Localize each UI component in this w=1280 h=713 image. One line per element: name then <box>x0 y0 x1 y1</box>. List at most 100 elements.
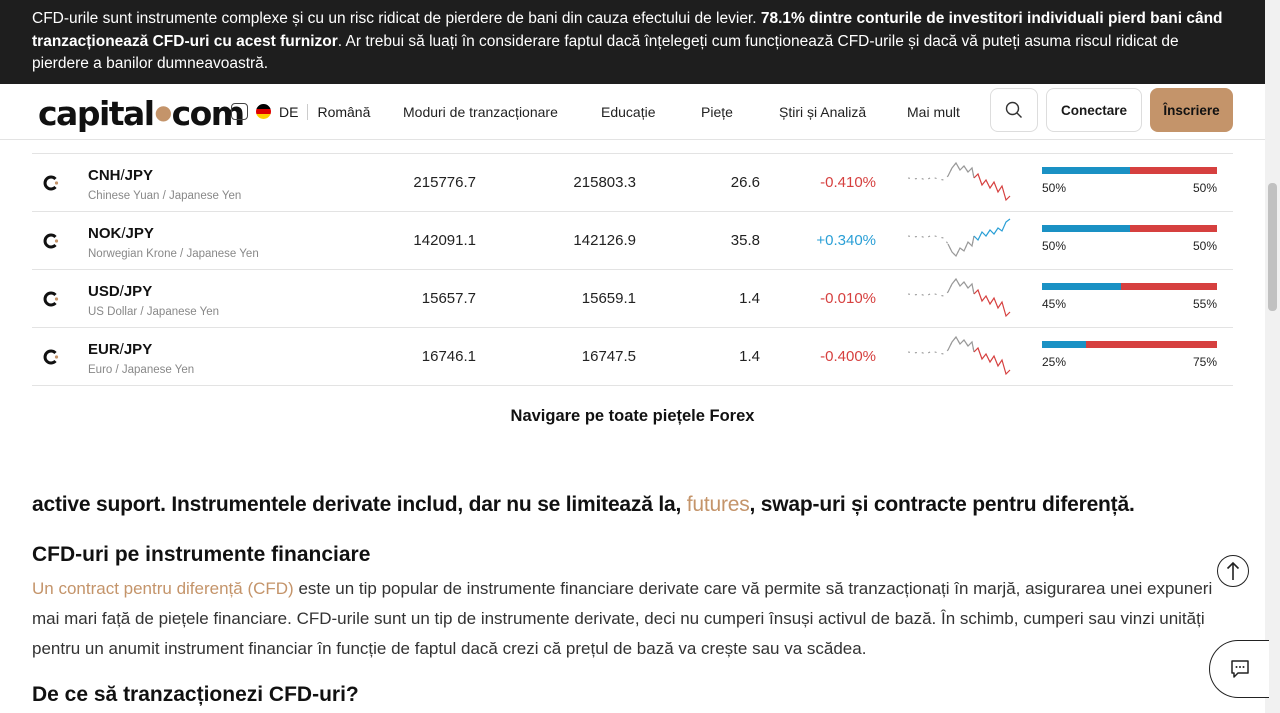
buy-price: 16747.5 <box>581 348 636 365</box>
search-button[interactable] <box>990 88 1038 132</box>
germany-flag-icon <box>256 104 271 119</box>
logo-part-right: com <box>171 94 246 133</box>
sellers-bar <box>1129 167 1217 174</box>
instrument-symbol[interactable]: USD/JPY <box>88 283 152 300</box>
buyers-bar <box>1042 341 1086 348</box>
quote-currency[interactable]: JPY <box>124 167 154 184</box>
cfd-link[interactable]: Un contract pentru diferență (CFD) <box>32 579 294 598</box>
intro-text-before: active suport. Instrumentele derivate in… <box>32 493 687 516</box>
sell-price: 215776.7 <box>413 174 476 191</box>
heading-why-cfd: De ce să tranzacționezi CFD-uri? <box>32 683 359 706</box>
logo-dot: ● <box>154 100 172 124</box>
intro-text-after: , swap-uri și contracte pentru diferență… <box>749 493 1135 516</box>
cfd-paragraph: Un contract pentru diferență (CFD) este … <box>32 574 1232 664</box>
capital-logo-icon <box>43 349 59 365</box>
country-code[interactable]: DE <box>279 103 299 120</box>
nav-trading-modes[interactable]: Moduri de tranzacționare <box>403 104 558 120</box>
instrument-name: US Dollar / Japanese Yen <box>88 306 220 318</box>
arrow-up-icon <box>1226 561 1240 580</box>
cfd-paragraph-text: este un tip popular de instrumente finan… <box>32 579 1213 658</box>
buyers-percent: 25% <box>1042 355 1067 369</box>
base-currency[interactable]: USD <box>88 283 120 300</box>
futures-link[interactable]: futures <box>686 493 750 516</box>
change-percent: -0.400% <box>820 348 876 365</box>
instrument-name: Norwegian Krone / Japanese Yen <box>88 248 259 260</box>
sparkline-chart <box>908 161 1011 202</box>
sell-price: 142091.1 <box>413 232 476 249</box>
language-label[interactable]: Română <box>317 103 371 120</box>
sentiment-bar <box>1042 167 1217 174</box>
table-row[interactable]: USD/JPY US Dollar / Japanese Yen 15657.7… <box>32 270 1233 328</box>
instrument-symbol[interactable]: CNH/JPY <box>88 167 153 184</box>
symbol-separator: / <box>119 283 124 300</box>
sentiment-bar <box>1042 283 1217 290</box>
sellers-percent: 50% <box>1192 239 1217 253</box>
buy-price: 15659.1 <box>581 290 636 307</box>
capital-com-logo[interactable]: capital●com <box>38 94 246 133</box>
spread-value: 35.8 <box>730 232 760 249</box>
buyers-percent: 50% <box>1042 181 1067 195</box>
buy-price: 142126.9 <box>573 232 636 249</box>
sparkline-chart <box>908 335 1011 376</box>
heading-cfd-financial: CFD-uri pe instrumente financiare <box>32 543 371 566</box>
instrument-symbol[interactable]: NOK/JPY <box>88 225 154 242</box>
sellers-percent: 55% <box>1192 297 1217 311</box>
symbol-separator: / <box>120 167 125 184</box>
sparkline-chart <box>908 277 1011 318</box>
sellers-bar <box>1129 225 1217 232</box>
sentiment-bar <box>1042 225 1217 232</box>
chat-button[interactable] <box>1209 640 1269 698</box>
table-row[interactable]: EUR/JPY Euro / Japanese Yen 16746.1 1674… <box>32 328 1233 386</box>
buy-price: 215803.3 <box>573 174 636 191</box>
base-currency[interactable]: CNH <box>88 167 121 184</box>
chevron-down-icon[interactable]: ⌄ <box>231 103 248 120</box>
table-divider <box>32 153 1233 154</box>
sentiment-bar <box>1042 341 1217 348</box>
risk-text-bold: 78.1% dintre conturile de investitori in… <box>32 10 1223 50</box>
sparkline-chart <box>908 218 1011 258</box>
scrollbar[interactable] <box>1265 0 1280 713</box>
site-header: capital●com ⌄ DE Română Moduri de tranza… <box>0 84 1265 140</box>
spread-value: 1.4 <box>739 290 760 307</box>
quote-currency[interactable]: JPY <box>123 283 153 300</box>
scrollbar-thumb[interactable] <box>1268 183 1277 311</box>
sell-price: 16746.1 <box>421 348 476 365</box>
table-row[interactable]: CNH/JPY Chinese Yuan / Japanese Yen 2157… <box>32 154 1233 212</box>
buyers-percent: 45% <box>1042 297 1067 311</box>
instrument-name: Euro / Japanese Yen <box>88 364 195 376</box>
buyers-bar <box>1042 167 1130 174</box>
logo-part-left: capital <box>38 94 155 133</box>
base-currency[interactable]: EUR <box>88 341 120 358</box>
spread-value: 26.6 <box>730 174 760 191</box>
scroll-to-top-button[interactable] <box>1217 555 1249 587</box>
symbol-separator: / <box>121 225 126 242</box>
login-button[interactable]: Conectare <box>1046 88 1142 132</box>
sellers-percent: 50% <box>1192 181 1217 195</box>
quote-currency[interactable]: JPY <box>125 225 154 242</box>
base-currency[interactable]: NOK <box>88 225 122 242</box>
search-icon <box>1005 101 1022 118</box>
capital-logo-icon <box>43 233 59 249</box>
nav-more[interactable]: Mai mult <box>907 104 960 120</box>
risk-warning-banner: CFD-urile sunt instrumente complexe și c… <box>0 0 1265 84</box>
spread-value: 1.4 <box>739 348 760 365</box>
change-percent: -0.410% <box>820 174 876 191</box>
instrument-symbol[interactable]: EUR/JPY <box>88 341 152 358</box>
signup-button[interactable]: Înscriere <box>1150 88 1233 132</box>
nav-education[interactable]: Educație <box>601 104 656 120</box>
quote-currency[interactable]: JPY <box>123 341 153 358</box>
change-percent: -0.010% <box>820 290 876 307</box>
nav-news-analysis[interactable]: Știri și Analiză <box>779 104 867 120</box>
sell-price: 15657.7 <box>421 290 476 307</box>
nav-markets[interactable]: Piețe <box>701 104 733 120</box>
navigate-all-forex-link[interactable]: Navigare pe toate piețele Forex <box>510 407 755 425</box>
buyers-bar <box>1042 283 1121 290</box>
instrument-name: Chinese Yuan / Japanese Yen <box>88 190 242 202</box>
risk-text: CFD-urile sunt instrumente complexe și c… <box>32 10 761 27</box>
table-row[interactable]: NOK/JPY Norwegian Krone / Japanese Yen 1… <box>32 212 1233 270</box>
symbol-separator: / <box>119 341 124 358</box>
chat-icon <box>1230 660 1249 678</box>
risk-text-after: . Ar trebui să luați în considerare fapt… <box>32 32 1179 73</box>
buyers-bar <box>1042 225 1130 232</box>
language-selector[interactable]: ⌄ DE Română <box>231 103 370 120</box>
